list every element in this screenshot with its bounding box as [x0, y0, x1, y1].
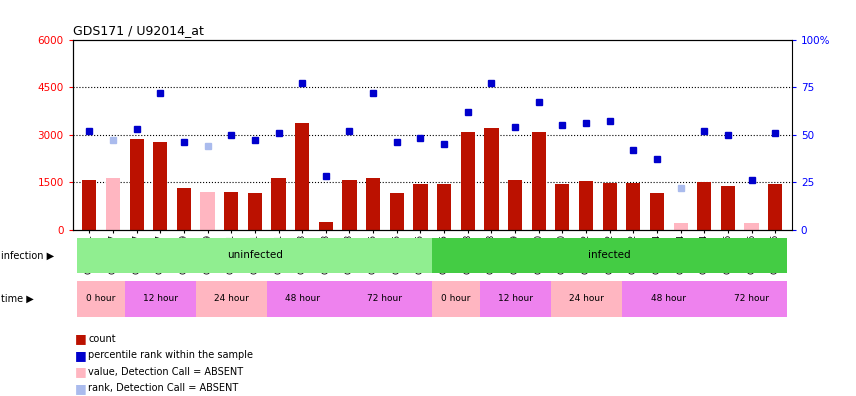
Bar	[650, 193, 664, 230]
Bar	[532, 132, 546, 230]
Bar	[721, 186, 735, 230]
Bar	[247, 192, 262, 230]
Bar	[200, 192, 215, 230]
Bar	[716, 281, 787, 317]
Text: time ▶: time ▶	[1, 294, 33, 304]
Text: 0 hour: 0 hour	[441, 294, 471, 303]
Text: ■: ■	[74, 382, 86, 395]
Bar	[745, 223, 758, 230]
Text: infected: infected	[588, 249, 631, 260]
Bar	[78, 238, 432, 273]
Bar	[461, 132, 475, 230]
Bar	[508, 180, 522, 230]
Text: 0 hour: 0 hour	[86, 294, 116, 303]
Bar	[484, 128, 498, 230]
Text: value, Detection Call = ABSENT: value, Detection Call = ABSENT	[88, 367, 243, 377]
Bar	[674, 223, 687, 230]
Bar	[106, 178, 120, 230]
Bar	[196, 281, 267, 317]
Text: ■: ■	[74, 349, 86, 362]
Bar	[82, 180, 97, 230]
Bar	[78, 281, 125, 317]
Bar	[432, 281, 479, 317]
Text: ■: ■	[74, 366, 86, 378]
Bar	[342, 180, 357, 230]
Text: count: count	[88, 333, 116, 344]
Bar	[177, 188, 191, 230]
Bar	[479, 281, 550, 317]
Bar	[318, 222, 333, 230]
Bar	[437, 184, 451, 230]
Bar	[125, 281, 196, 317]
Bar	[337, 281, 432, 317]
Text: 48 hour: 48 hour	[285, 294, 319, 303]
Bar	[697, 183, 711, 230]
Bar	[271, 178, 286, 230]
Text: 72 hour: 72 hour	[367, 294, 402, 303]
Bar	[295, 123, 309, 230]
Bar	[366, 178, 380, 230]
Bar	[556, 184, 569, 230]
Bar	[153, 142, 168, 230]
Text: 12 hour: 12 hour	[497, 294, 532, 303]
Text: percentile rank within the sample: percentile rank within the sample	[88, 350, 253, 360]
Text: infection ▶: infection ▶	[1, 250, 54, 261]
Bar	[579, 181, 593, 230]
Bar	[224, 192, 238, 230]
Bar	[550, 281, 621, 317]
Bar	[267, 281, 337, 317]
Bar	[432, 238, 787, 273]
Text: rank, Detection Call = ABSENT: rank, Detection Call = ABSENT	[88, 383, 239, 394]
Bar	[413, 184, 427, 230]
Bar	[621, 281, 716, 317]
Text: ■: ■	[74, 332, 86, 345]
Text: 48 hour: 48 hour	[651, 294, 687, 303]
Text: uninfected: uninfected	[227, 249, 282, 260]
Text: GDS171 / U92014_at: GDS171 / U92014_at	[73, 24, 204, 37]
Bar	[603, 183, 617, 230]
Bar	[129, 139, 144, 230]
Text: 72 hour: 72 hour	[734, 294, 769, 303]
Bar	[768, 184, 782, 230]
Text: 24 hour: 24 hour	[568, 294, 603, 303]
Text: 12 hour: 12 hour	[143, 294, 178, 303]
Bar	[627, 183, 640, 230]
Text: 24 hour: 24 hour	[214, 294, 249, 303]
Bar	[389, 193, 404, 230]
